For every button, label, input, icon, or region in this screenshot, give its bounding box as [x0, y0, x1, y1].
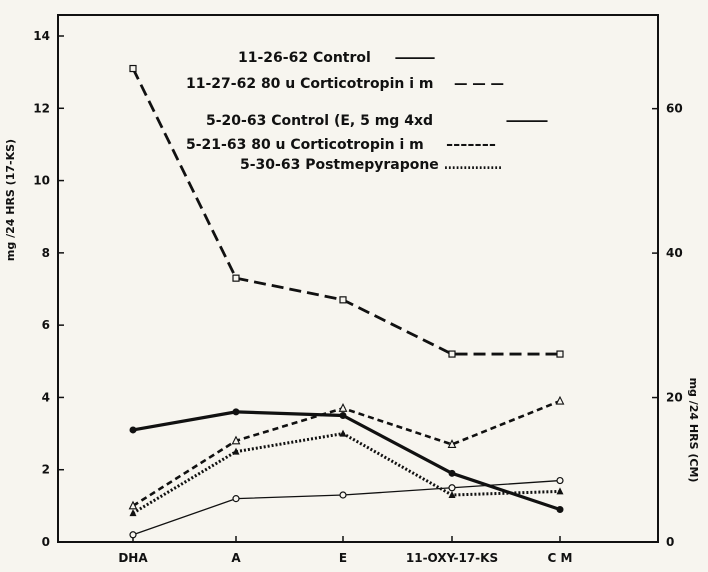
y-tick-label: 10 — [33, 174, 50, 188]
x-tick-label: DHA — [118, 551, 148, 565]
x-tick-label: A — [231, 551, 241, 565]
x-tick-label: 11-OXY-17-KS — [406, 551, 498, 565]
series-line — [131, 67, 560, 356]
series-point — [339, 429, 347, 437]
series-point — [232, 274, 240, 282]
legend-label-2: 5-20-63 Control (E, 5 mg 4xd — [206, 113, 433, 129]
series-point — [129, 64, 137, 73]
series-point — [129, 509, 137, 517]
series-point — [556, 476, 564, 485]
series-1 — [129, 64, 564, 358]
legend: 11-26-62 Control — 11-27-62 80 u Cortico… — [186, 50, 550, 173]
legend-line-0: — — [393, 50, 437, 66]
series-point — [339, 296, 347, 304]
series-point — [128, 500, 138, 510]
legend-label-1: 11-27-62 80 u Corticotropin i m — [186, 76, 433, 92]
y-tick-label: 4 — [42, 390, 50, 404]
series-point — [448, 484, 456, 492]
series-point — [129, 531, 137, 539]
right-axis-ticks: 0 20 40 60 — [652, 102, 683, 549]
series-layer — [128, 64, 565, 539]
legend-line-2: — — [504, 113, 550, 129]
legend-line-3: ------- — [446, 137, 496, 153]
series-point — [448, 350, 456, 358]
series-point — [339, 412, 347, 419]
legend-line-1: — — — — [454, 76, 504, 92]
series-2 — [129, 476, 564, 539]
legend-label-0: 11-26-62 Control — [238, 50, 371, 66]
left-axis-ticks: 0 2 4 6 8 10 12 14 — [33, 29, 64, 549]
series-point — [232, 495, 240, 503]
series-point — [232, 408, 240, 416]
legend-label-3: 5-21-63 80 u Corticotropin i m — [186, 137, 424, 153]
series-point — [231, 435, 241, 445]
y2-tick-label: 40 — [666, 246, 683, 260]
category-axis-ticks: DHA A E 11-OXY-17-KS C M — [118, 536, 572, 565]
series-point — [556, 487, 564, 495]
series-point — [129, 426, 137, 434]
y2-tick-label: 0 — [666, 535, 674, 549]
y-tick-label: 6 — [42, 318, 50, 332]
series-point — [448, 491, 456, 499]
left-axis-title: mg /24 HRS (17-KS) — [4, 139, 17, 261]
series-4 — [129, 429, 564, 517]
series-point — [338, 403, 348, 412]
plot-frame — [57, 14, 659, 543]
legend-line-4: ............... — [444, 157, 502, 173]
y-tick-label: 2 — [42, 463, 50, 477]
series-0 — [129, 408, 564, 513]
series-point — [555, 395, 565, 405]
series-point — [232, 447, 240, 455]
series-point — [339, 491, 347, 499]
series-3 — [128, 395, 565, 510]
legend-label-4: 5-30-63 Postmepyrapone — [240, 157, 439, 173]
y-tick-label: 14 — [33, 29, 50, 43]
right-axis-title: mg /24 HRS (CM) — [687, 378, 700, 483]
series-point — [448, 469, 456, 477]
x-tick-label: C M — [548, 551, 573, 565]
y-tick-label: 8 — [42, 246, 50, 260]
series-point — [556, 505, 564, 513]
y2-tick-label: 20 — [666, 391, 683, 405]
y-tick-label: 12 — [33, 101, 50, 115]
y-tick-label: 0 — [42, 535, 50, 549]
series-point — [447, 439, 457, 448]
series-line — [132, 432, 561, 515]
y2-tick-label: 60 — [666, 102, 683, 116]
series-point — [556, 350, 564, 358]
x-tick-label: E — [339, 551, 347, 565]
